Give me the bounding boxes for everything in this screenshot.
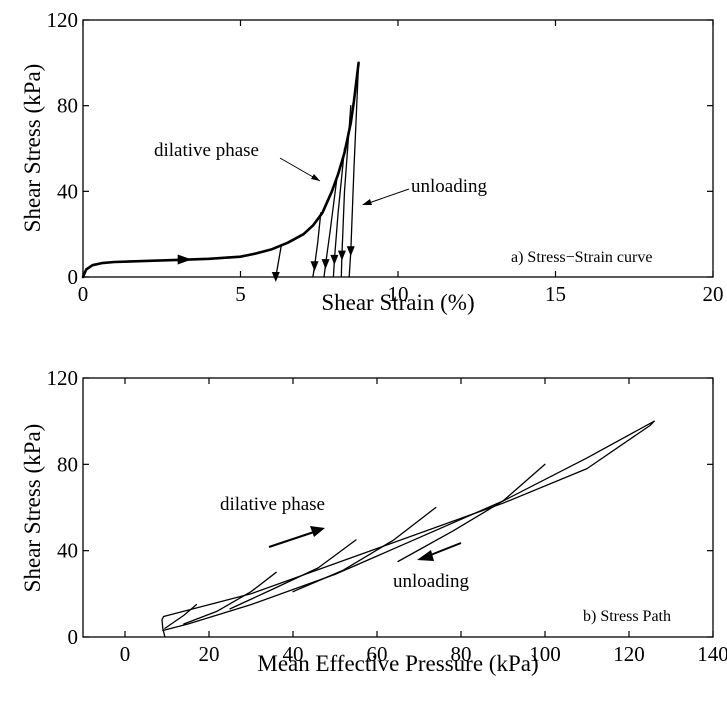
curves-a (81, 61, 360, 279)
series-line-6 (340, 105, 352, 278)
unload-arrow-head-1 (271, 272, 280, 282)
series-line-1 (161, 420, 655, 638)
series-line-4 (323, 179, 338, 278)
y-tick-label: 120 (47, 366, 79, 390)
annotation-dilative-a: dilative phase (154, 140, 259, 161)
x-tick-label: 80 (451, 642, 472, 666)
unload-arrow-head-5 (337, 250, 346, 261)
series-line-2 (275, 244, 283, 278)
arrow-head-unloading-b (417, 550, 434, 561)
series-line-5 (332, 147, 346, 278)
x-tick-label: 100 (529, 642, 561, 666)
y-tick-label: 120 (47, 8, 79, 32)
stress-strain-chart: 0 5 10 15 20 0 40 80 120 Shear Strain (%) Shear … (20, 8, 724, 315)
pointer-head-unloading-a (362, 199, 372, 205)
unload-arrow-head-6 (346, 246, 355, 257)
ticks-a: 0 5 10 15 20 0 40 80 120 (47, 8, 724, 306)
unload-arrow-head-3 (321, 259, 330, 270)
y-axis-label-b: Shear Stress (kPa) (20, 424, 45, 593)
x-tick-label: 15 (545, 282, 566, 306)
x-axis-label-b: Mean Effective Pressure (kPa) (257, 651, 538, 676)
series-line-3 (312, 212, 322, 278)
annotation-unloading-b: unloading (393, 571, 469, 592)
x-tick-label: 20 (199, 642, 220, 666)
x-tick-label: 120 (613, 642, 645, 666)
panel-label-a: a) Stress−Strain curve (511, 249, 652, 266)
y-tick-label: 40 (57, 539, 78, 563)
series-line-1 (81, 61, 360, 279)
panel-label-b: b) Stress Path (583, 608, 671, 625)
ticks-b: 0 20 40 60 80 100 120 140 0 40 80 120 (47, 366, 727, 666)
plot-frame-b (82, 377, 714, 638)
series-line-5 (229, 539, 357, 610)
x-tick-label: 40 (283, 642, 304, 666)
annotation-unloading-a: unloading (411, 176, 487, 197)
x-tick-label: 10 (388, 282, 409, 306)
series-line-4 (183, 571, 277, 625)
y-tick-label: 80 (57, 94, 78, 118)
stress-path-chart: 0 20 40 60 80 100 120 140 0 40 80 120 Mean Effectiv… (20, 366, 727, 676)
series-line-2 (162, 420, 655, 632)
loading-arrow-head (177, 254, 192, 265)
x-tick-label: 60 (367, 642, 388, 666)
y-tick-label: 0 (68, 265, 79, 289)
y-tick-label: 40 (57, 179, 78, 203)
x-tick-label: 0 (120, 642, 131, 666)
x-tick-label: 140 (697, 642, 727, 666)
arrows-a (177, 246, 355, 282)
x-tick-label: 0 (78, 282, 89, 306)
series-line-7 (397, 463, 546, 563)
x-tick-label: 20 (703, 282, 724, 306)
y-axis-label-a: Shear Stress (kPa) (20, 64, 45, 233)
pointer-unloading-a (365, 188, 410, 205)
unload-arrow-head-4 (330, 254, 339, 265)
series-line-7 (348, 62, 360, 278)
unload-arrow-head-2 (310, 261, 319, 272)
curves-b (161, 420, 655, 638)
y-tick-label: 80 (57, 452, 78, 476)
x-tick-label: 5 (235, 282, 246, 306)
annotation-dilative-b: dilative phase (220, 494, 325, 515)
arrow-unloading-b (427, 542, 462, 557)
x-axis-label-a: Shear Strain (%) (321, 290, 474, 315)
arrow-head-dilative-b (310, 526, 325, 537)
arrow-dilative-b (268, 531, 315, 548)
y-tick-label: 0 (68, 625, 79, 649)
pointer-head-dilative-a (311, 174, 320, 181)
series-line-6 (292, 506, 437, 593)
series-line-3 (164, 603, 198, 630)
